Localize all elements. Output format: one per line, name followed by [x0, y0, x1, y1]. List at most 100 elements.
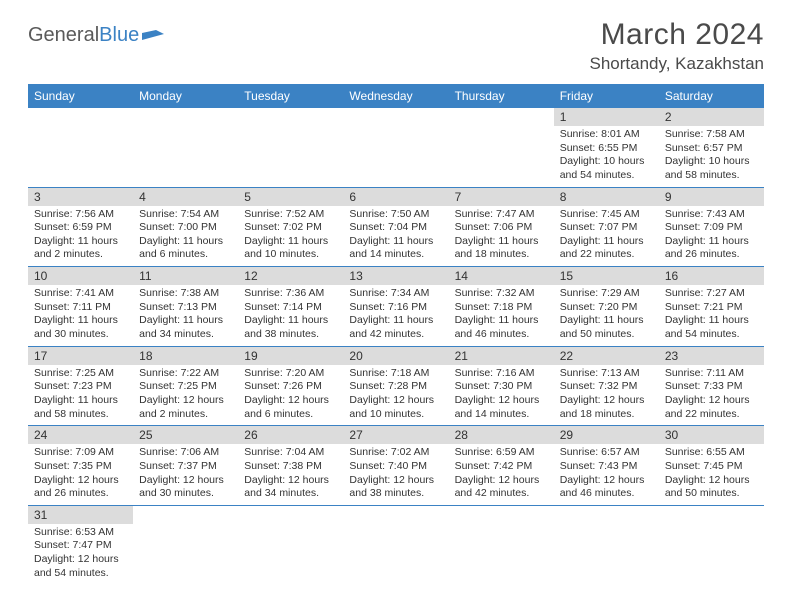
sunset-text: Sunset: 7:00 PM [139, 221, 232, 235]
day-number: 27 [343, 426, 448, 444]
calendar-cell [449, 505, 554, 584]
day-content: Sunrise: 7:43 AMSunset: 7:09 PMDaylight:… [659, 206, 764, 267]
daylight-text: Daylight: 11 hours and 58 minutes. [34, 394, 127, 421]
sunrise-text: Sunrise: 7:20 AM [244, 367, 337, 381]
day-number: 20 [343, 347, 448, 365]
day-number: 31 [28, 506, 133, 524]
daylight-text: Daylight: 12 hours and 14 minutes. [455, 394, 548, 421]
sunrise-text: Sunrise: 7:04 AM [244, 446, 337, 460]
sunrise-text: Sunrise: 7:11 AM [665, 367, 758, 381]
daylight-text: Daylight: 12 hours and 38 minutes. [349, 474, 442, 501]
calendar-cell: 8Sunrise: 7:45 AMSunset: 7:07 PMDaylight… [554, 187, 659, 267]
daylight-text: Daylight: 11 hours and 10 minutes. [244, 235, 337, 262]
sunset-text: Sunset: 7:07 PM [560, 221, 653, 235]
sunset-text: Sunset: 7:21 PM [665, 301, 758, 315]
calendar-cell: 28Sunrise: 6:59 AMSunset: 7:42 PMDayligh… [449, 426, 554, 506]
day-number: 22 [554, 347, 659, 365]
calendar-cell: 13Sunrise: 7:34 AMSunset: 7:16 PMDayligh… [343, 267, 448, 347]
sunset-text: Sunset: 7:04 PM [349, 221, 442, 235]
logo-text-1: General [28, 24, 99, 47]
calendar-cell [659, 505, 764, 584]
day-content: Sunrise: 7:32 AMSunset: 7:18 PMDaylight:… [449, 285, 554, 346]
calendar-cell: 23Sunrise: 7:11 AMSunset: 7:33 PMDayligh… [659, 346, 764, 426]
calendar-cell [133, 505, 238, 584]
day-content: Sunrise: 7:38 AMSunset: 7:13 PMDaylight:… [133, 285, 238, 346]
day-number: 24 [28, 426, 133, 444]
day-content: Sunrise: 6:55 AMSunset: 7:45 PMDaylight:… [659, 444, 764, 505]
calendar-row: 3Sunrise: 7:56 AMSunset: 6:59 PMDaylight… [28, 187, 764, 267]
day-content: Sunrise: 7:45 AMSunset: 7:07 PMDaylight:… [554, 206, 659, 267]
weekday-header-row: SundayMondayTuesdayWednesdayThursdayFrid… [28, 84, 764, 108]
calendar-cell: 5Sunrise: 7:52 AMSunset: 7:02 PMDaylight… [238, 187, 343, 267]
calendar-cell: 19Sunrise: 7:20 AMSunset: 7:26 PMDayligh… [238, 346, 343, 426]
daylight-text: Daylight: 12 hours and 30 minutes. [139, 474, 232, 501]
daylight-text: Daylight: 11 hours and 18 minutes. [455, 235, 548, 262]
daylight-text: Daylight: 11 hours and 26 minutes. [665, 235, 758, 262]
sunset-text: Sunset: 7:16 PM [349, 301, 442, 315]
calendar-cell: 22Sunrise: 7:13 AMSunset: 7:32 PMDayligh… [554, 346, 659, 426]
sunrise-text: Sunrise: 7:13 AM [560, 367, 653, 381]
weekday-header: Sunday [28, 84, 133, 108]
sunset-text: Sunset: 6:57 PM [665, 142, 758, 156]
sunrise-text: Sunrise: 7:16 AM [455, 367, 548, 381]
day-number: 2 [659, 108, 764, 126]
calendar-cell [343, 108, 448, 187]
day-number: 30 [659, 426, 764, 444]
sunrise-text: Sunrise: 7:43 AM [665, 208, 758, 222]
calendar-cell: 30Sunrise: 6:55 AMSunset: 7:45 PMDayligh… [659, 426, 764, 506]
title-block: March 2024 Shortandy, Kazakhstan [589, 18, 764, 74]
day-number: 15 [554, 267, 659, 285]
daylight-text: Daylight: 11 hours and 46 minutes. [455, 314, 548, 341]
day-content: Sunrise: 7:52 AMSunset: 7:02 PMDaylight:… [238, 206, 343, 267]
calendar-cell: 27Sunrise: 7:02 AMSunset: 7:40 PMDayligh… [343, 426, 448, 506]
daylight-text: Daylight: 11 hours and 30 minutes. [34, 314, 127, 341]
sunrise-text: Sunrise: 7:50 AM [349, 208, 442, 222]
day-content: Sunrise: 7:34 AMSunset: 7:16 PMDaylight:… [343, 285, 448, 346]
calendar-cell: 11Sunrise: 7:38 AMSunset: 7:13 PMDayligh… [133, 267, 238, 347]
calendar-cell: 26Sunrise: 7:04 AMSunset: 7:38 PMDayligh… [238, 426, 343, 506]
calendar-cell: 3Sunrise: 7:56 AMSunset: 6:59 PMDaylight… [28, 187, 133, 267]
day-number: 11 [133, 267, 238, 285]
daylight-text: Daylight: 11 hours and 54 minutes. [665, 314, 758, 341]
calendar-cell [343, 505, 448, 584]
day-number: 29 [554, 426, 659, 444]
sunset-text: Sunset: 7:13 PM [139, 301, 232, 315]
day-content: Sunrise: 7:58 AMSunset: 6:57 PMDaylight:… [659, 126, 764, 187]
calendar-cell: 24Sunrise: 7:09 AMSunset: 7:35 PMDayligh… [28, 426, 133, 506]
sunset-text: Sunset: 6:59 PM [34, 221, 127, 235]
sunset-text: Sunset: 7:20 PM [560, 301, 653, 315]
location: Shortandy, Kazakhstan [589, 54, 764, 74]
sunrise-text: Sunrise: 7:06 AM [139, 446, 232, 460]
daylight-text: Daylight: 12 hours and 10 minutes. [349, 394, 442, 421]
calendar-cell: 14Sunrise: 7:32 AMSunset: 7:18 PMDayligh… [449, 267, 554, 347]
calendar-cell [554, 505, 659, 584]
weekday-header: Tuesday [238, 84, 343, 108]
calendar-cell: 1Sunrise: 8:01 AMSunset: 6:55 PMDaylight… [554, 108, 659, 187]
daylight-text: Daylight: 12 hours and 6 minutes. [244, 394, 337, 421]
day-content: Sunrise: 8:01 AMSunset: 6:55 PMDaylight:… [554, 126, 659, 187]
sunrise-text: Sunrise: 8:01 AM [560, 128, 653, 142]
day-number: 14 [449, 267, 554, 285]
day-number: 19 [238, 347, 343, 365]
sunrise-text: Sunrise: 7:29 AM [560, 287, 653, 301]
day-content: Sunrise: 7:20 AMSunset: 7:26 PMDaylight:… [238, 365, 343, 426]
day-number: 1 [554, 108, 659, 126]
sunrise-text: Sunrise: 7:47 AM [455, 208, 548, 222]
sunset-text: Sunset: 7:11 PM [34, 301, 127, 315]
calendar-cell: 29Sunrise: 6:57 AMSunset: 7:43 PMDayligh… [554, 426, 659, 506]
day-content: Sunrise: 7:22 AMSunset: 7:25 PMDaylight:… [133, 365, 238, 426]
day-number: 18 [133, 347, 238, 365]
sunset-text: Sunset: 7:32 PM [560, 380, 653, 394]
day-content: Sunrise: 7:06 AMSunset: 7:37 PMDaylight:… [133, 444, 238, 505]
sunset-text: Sunset: 7:09 PM [665, 221, 758, 235]
sunrise-text: Sunrise: 7:22 AM [139, 367, 232, 381]
sunrise-text: Sunrise: 7:45 AM [560, 208, 653, 222]
day-content: Sunrise: 7:36 AMSunset: 7:14 PMDaylight:… [238, 285, 343, 346]
sunrise-text: Sunrise: 6:59 AM [455, 446, 548, 460]
day-content: Sunrise: 7:27 AMSunset: 7:21 PMDaylight:… [659, 285, 764, 346]
day-content: Sunrise: 6:57 AMSunset: 7:43 PMDaylight:… [554, 444, 659, 505]
calendar-row: 17Sunrise: 7:25 AMSunset: 7:23 PMDayligh… [28, 346, 764, 426]
weekday-header: Thursday [449, 84, 554, 108]
sunrise-text: Sunrise: 7:27 AM [665, 287, 758, 301]
daylight-text: Daylight: 12 hours and 46 minutes. [560, 474, 653, 501]
